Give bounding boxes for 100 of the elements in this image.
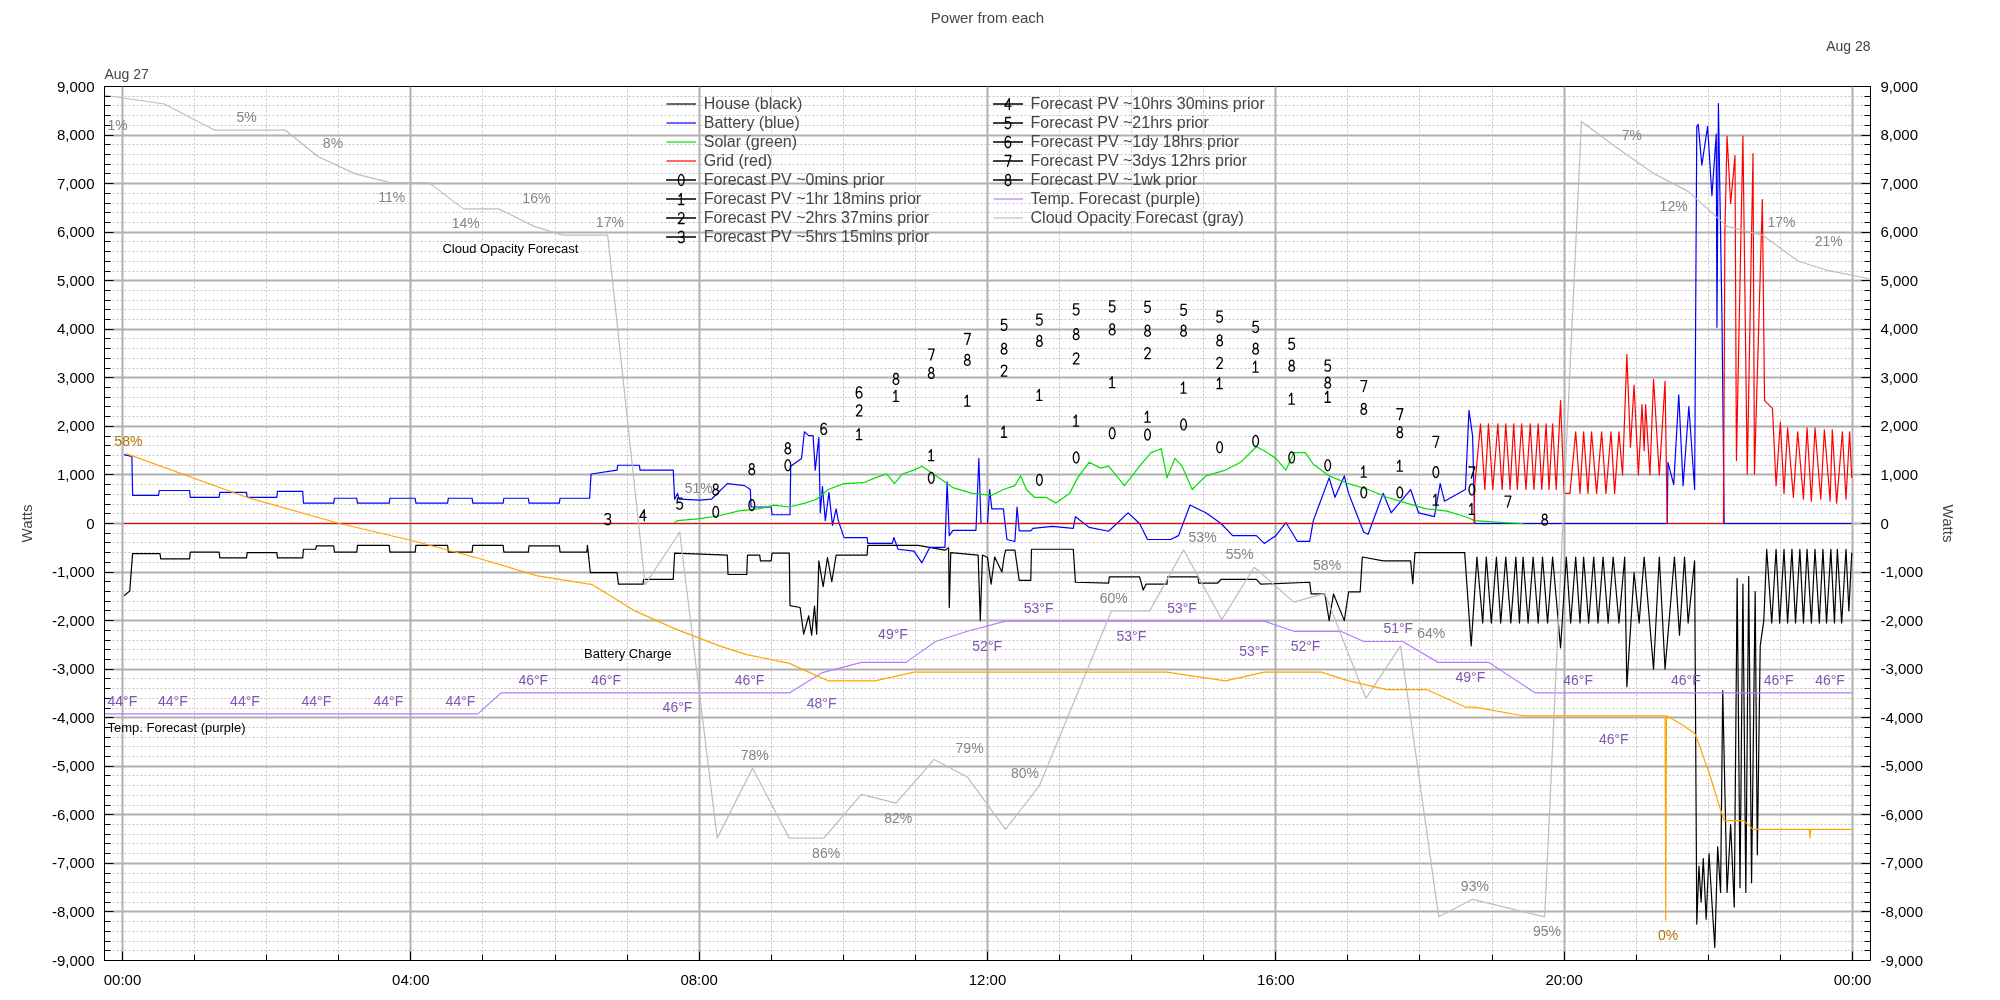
annotation: 49°F <box>1455 668 1486 685</box>
legend-label: Forecast PV ~3dys 12hrs prior <box>1030 151 1248 170</box>
y-tick-label: -3,000 <box>51 660 95 678</box>
chart-title: Power from each <box>930 8 1045 26</box>
y2-tick-label: 8,000 <box>1880 126 1919 144</box>
legend-label: Solar (green) <box>703 132 798 151</box>
annotation: 53% <box>1188 528 1217 545</box>
annotation: 16% <box>522 189 551 206</box>
legend-label: Forecast PV ~5hrs 15mins prior <box>703 227 930 246</box>
y2-tick-label: -8,000 <box>1880 902 1924 920</box>
annotation: 8% <box>322 135 344 152</box>
annotation: 78% <box>740 747 769 764</box>
x-tick-label: 20:00 <box>1545 970 1583 988</box>
annotation: 46°F <box>1563 671 1593 688</box>
legend-label: Forecast PV ~1wk prior <box>1030 170 1198 189</box>
annotation: 93% <box>1460 878 1489 895</box>
annotation: 79% <box>955 740 984 757</box>
annotation: 48°F <box>806 694 837 711</box>
y-tick-label: 4,000 <box>56 320 95 338</box>
annotation: 46°F <box>591 671 621 688</box>
x-tick-label: 08:00 <box>680 970 718 988</box>
y2-tick-label: -1,000 <box>1880 563 1924 581</box>
annotation: 46°F <box>1763 671 1794 688</box>
annotation: 51°F <box>1383 620 1414 637</box>
annotation: 64% <box>1417 624 1446 641</box>
annotation: 55% <box>1225 546 1254 563</box>
y-tick-label: -7,000 <box>51 854 95 872</box>
annotation: 46°F <box>1598 730 1629 747</box>
y2-tick-label: 9,000 <box>1880 77 1919 95</box>
y2-tick-label: -4,000 <box>1880 708 1924 726</box>
y-tick-label: 9,000 <box>56 77 95 95</box>
annotation: 58% <box>114 432 143 449</box>
y2-tick-label: 5,000 <box>1880 271 1919 289</box>
legend-label: Forecast PV ~21hrs prior <box>1030 113 1209 132</box>
annotation: 46°F <box>662 699 693 716</box>
annotation: 0% <box>1657 926 1679 943</box>
x-tick-label: 04:00 <box>392 970 430 988</box>
y-tick-label: -8,000 <box>51 902 95 920</box>
y2-tick-label: 2,000 <box>1880 417 1919 435</box>
annotation: 17% <box>595 214 624 231</box>
annotation: 44°F <box>158 692 188 709</box>
annotation: 80% <box>1010 764 1039 781</box>
legend-label: Temp. Forecast (purple) <box>1030 189 1201 208</box>
annotation: 21% <box>1814 233 1843 250</box>
annotation: 44°F <box>373 692 404 709</box>
legend-label: Forecast PV ~1dy 18hrs prior <box>1030 132 1240 151</box>
x-tick-label: 00:00 <box>103 970 142 988</box>
y-tick-label: -9,000 <box>51 951 95 969</box>
legend-label: Battery (blue) <box>703 113 800 132</box>
y2-tick-label: -9,000 <box>1880 951 1924 969</box>
y-tick-label: -2,000 <box>51 611 95 629</box>
annotation: 12% <box>1659 197 1688 214</box>
y2-tick-label: 6,000 <box>1880 223 1919 241</box>
annotation: 46°F <box>1815 671 1845 688</box>
y-tick-label: 8,000 <box>56 126 95 144</box>
annotation: 46°F <box>518 671 549 688</box>
legend-label: Forecast PV ~10hrs 30mins prior <box>1030 94 1265 113</box>
legend-label: Forecast PV ~2hrs 37mins prior <box>703 208 930 227</box>
annotation: 53°F <box>1239 643 1269 660</box>
y-tick-label: 7,000 <box>56 174 95 192</box>
annotation: 46°F <box>734 671 765 688</box>
annotation: 14% <box>451 215 480 232</box>
annotation: 11% <box>378 189 406 206</box>
y-tick-label: -1,000 <box>51 563 95 581</box>
text: Aug 28 <box>1826 37 1871 54</box>
y2-axis-title: Watts <box>1940 504 1958 543</box>
annotation: 86% <box>812 844 841 861</box>
annotation: 44°F <box>107 692 138 709</box>
y-tick-label: 0 <box>86 514 95 532</box>
y2-tick-label: -6,000 <box>1880 805 1924 823</box>
y-tick-label: -4,000 <box>51 708 95 726</box>
y-tick-label: 6,000 <box>56 223 95 241</box>
legend-label: Cloud Opacity Forecast (gray) <box>1030 208 1244 227</box>
annotation: Battery Charge <box>584 646 672 662</box>
y2-tick-label: -7,000 <box>1880 854 1924 872</box>
text: Aug 27 <box>104 65 150 82</box>
legend-label: Forecast PV ~0mins prior <box>703 170 885 189</box>
y2-tick-label: 1,000 <box>1880 465 1919 483</box>
annotation: 52°F <box>1290 637 1321 654</box>
annotation: 44°F <box>445 692 476 709</box>
annotation: 52°F <box>972 637 1003 654</box>
y2-tick-label: -2,000 <box>1880 611 1924 629</box>
y-tick-label: 3,000 <box>56 368 95 386</box>
y-tick-label: 1,000 <box>56 465 95 483</box>
annotation: 17% <box>1767 214 1796 231</box>
line-series <box>104 620 1853 715</box>
y2-tick-label: 3,000 <box>1880 368 1919 386</box>
legend-label: House (black) <box>703 94 803 113</box>
annotation: 60% <box>1099 589 1128 606</box>
annotation: 49°F <box>878 625 908 642</box>
annotation: 58% <box>1313 556 1342 573</box>
annotation: 53°F <box>1167 600 1197 617</box>
annotation: 44°F <box>230 692 260 709</box>
x-tick-label: 00:00 <box>1833 970 1872 988</box>
legend-label: Forecast PV ~1hr 18mins prior <box>703 189 922 208</box>
annotation: 53°F <box>1023 600 1054 617</box>
y-tick-label: 5,000 <box>56 271 95 289</box>
annotation: 53°F <box>1116 627 1147 644</box>
annotation: Cloud Opacity Forecast <box>442 241 579 257</box>
y2-tick-label: 0 <box>1880 514 1889 532</box>
